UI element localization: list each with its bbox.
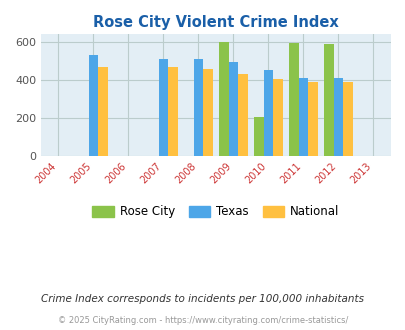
Bar — [88, 55, 98, 156]
Bar — [203, 69, 213, 156]
Bar — [333, 78, 343, 156]
Text: © 2025 CityRating.com - https://www.cityrating.com/crime-statistics/: © 2025 CityRating.com - https://www.city… — [58, 316, 347, 325]
Bar — [263, 70, 273, 156]
Bar — [193, 59, 203, 156]
Bar — [343, 82, 352, 156]
Bar — [288, 44, 298, 156]
Bar — [253, 117, 263, 156]
Bar — [218, 42, 228, 156]
Text: Crime Index corresponds to incidents per 100,000 inhabitants: Crime Index corresponds to incidents per… — [41, 294, 364, 304]
Bar — [323, 45, 333, 156]
Bar — [298, 78, 308, 156]
Bar — [308, 82, 318, 156]
Bar — [273, 79, 283, 156]
Bar — [158, 59, 168, 156]
Bar — [98, 67, 108, 156]
Title: Rose City Violent Crime Index: Rose City Violent Crime Index — [93, 15, 338, 30]
Bar — [238, 74, 247, 156]
Legend: Rose City, Texas, National: Rose City, Texas, National — [87, 201, 343, 223]
Bar — [168, 67, 178, 156]
Bar — [228, 62, 238, 156]
